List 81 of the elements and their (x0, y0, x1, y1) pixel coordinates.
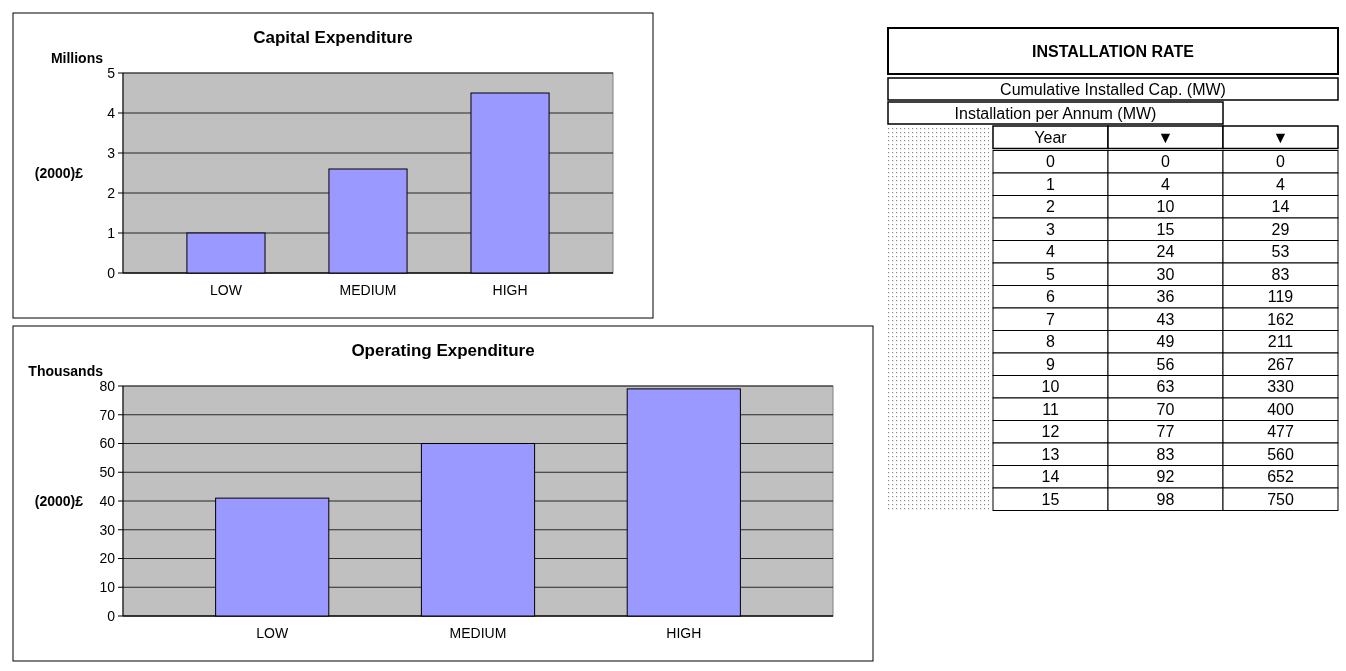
data-label: 477 (1267, 423, 1294, 441)
y-tick-label: 3 (107, 144, 116, 161)
data-label: 49 (1156, 333, 1175, 351)
text: Installation per Annum (MW) (954, 104, 1157, 122)
data-label: 56 (1156, 355, 1175, 373)
data-label: 70 (1156, 400, 1175, 418)
y-tick-label: 15 (1041, 490, 1060, 508)
data-label: 63 (1156, 378, 1175, 396)
y-tick-label: 5 (107, 64, 116, 81)
data-label: 0 (1161, 153, 1171, 171)
x-tick-label: ▼ (1272, 128, 1289, 146)
data-label: 750 (1267, 490, 1294, 508)
data-label: 0 (1276, 153, 1286, 171)
y-tick-label: 0 (107, 264, 116, 281)
data-label: 77 (1156, 423, 1175, 441)
x-tick-label: LOW (210, 282, 243, 298)
x-tick-label: HIGH (666, 625, 702, 641)
x-tick-label: ▼ (1157, 128, 1174, 146)
y-tick-label: 50 (99, 464, 116, 481)
data-label: 267 (1267, 355, 1294, 373)
y-tick-label: 9 (1046, 355, 1056, 373)
text: Millions (50, 50, 104, 66)
data-label: 14 (1271, 198, 1290, 216)
y-tick-label: 60 (99, 435, 116, 452)
data-label: 24 (1156, 243, 1175, 261)
data-label: 4 (1276, 175, 1286, 193)
data-label: 83 (1156, 445, 1175, 463)
data-label: 29 (1271, 220, 1290, 238)
y-tick-label: 12 (1041, 423, 1060, 441)
data-label: 83 (1271, 265, 1290, 283)
y-tick-label: 14 (1041, 468, 1060, 486)
y-tick-label: 4 (1046, 243, 1056, 261)
data-label: 119 (1267, 288, 1294, 306)
data-label: 98 (1156, 490, 1175, 508)
data-label: 211 (1267, 333, 1294, 351)
data-label: 162 (1267, 310, 1294, 328)
y-tick-label: 70 (99, 406, 116, 423)
x-tick-label: MEDIUM (339, 282, 397, 298)
y-tick-label: 3 (1046, 220, 1056, 238)
y-tick-label: 30 (99, 521, 116, 538)
chart-title: Operating Expenditure (351, 341, 535, 360)
y-axis-title: Year (1034, 128, 1068, 146)
data-label: 15 (1156, 220, 1175, 238)
y-tick-label: 0 (1046, 153, 1056, 171)
data-label: 560 (1267, 445, 1294, 463)
y-tick-label: 11 (1042, 400, 1059, 418)
y-tick-label: 2 (1046, 198, 1056, 216)
data-label: 652 (1267, 468, 1294, 486)
text: Thousands (28, 363, 104, 379)
data-label: 43 (1156, 310, 1175, 328)
y-tick-label: 1 (107, 224, 116, 241)
y-tick-label: 1 (1046, 175, 1056, 193)
data-label: 10 (1156, 198, 1175, 216)
y-tick-label: 6 (1046, 288, 1056, 306)
data-label: 53 (1271, 243, 1290, 261)
x-tick-label: HIGH (492, 282, 528, 298)
y-tick-label: 7 (1046, 310, 1056, 328)
y-tick-label: 4 (107, 104, 116, 121)
data-label: 92 (1156, 468, 1175, 486)
y-tick-label: 80 (99, 377, 116, 394)
y-tick-label: 20 (99, 550, 116, 567)
y-tick-label: 2 (107, 184, 116, 201)
y-tick-label: 10 (1041, 378, 1060, 396)
y-tick-label: 13 (1041, 445, 1060, 463)
y-tick-label: 10 (99, 579, 116, 596)
y-axis-title: (2000)£ (34, 492, 84, 509)
data-label: 400 (1267, 400, 1294, 418)
text: Cumulative Installed Cap. (MW) (1000, 80, 1226, 98)
x-tick-label: LOW (256, 625, 289, 641)
y-tick-label: 0 (107, 607, 116, 624)
y-tick-label: 40 (99, 492, 116, 509)
chart-title: Capital Expenditure (253, 28, 413, 47)
y-tick-label: 8 (1046, 333, 1056, 351)
data-label: 36 (1156, 288, 1175, 306)
y-axis-title: (2000)£ (34, 164, 84, 181)
chart-title: INSTALLATION RATE (1032, 42, 1195, 60)
x-tick-label: MEDIUM (449, 625, 507, 641)
data-label: 4 (1161, 175, 1171, 193)
y-tick-label: 5 (1046, 265, 1056, 283)
data-label: 30 (1156, 265, 1175, 283)
data-label: 330 (1267, 378, 1294, 396)
